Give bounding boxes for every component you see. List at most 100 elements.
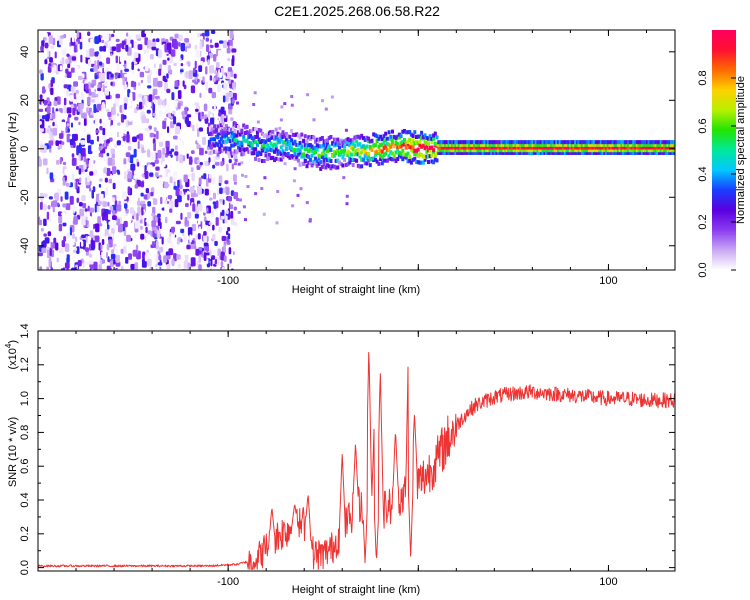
- track-cell: [209, 150, 213, 155]
- track-cell: [273, 136, 276, 141]
- noise-cell: [111, 153, 115, 159]
- track-cell: [213, 149, 217, 154]
- track-cell: [363, 153, 367, 158]
- track-cell: [490, 142, 494, 147]
- track-cell: [247, 135, 251, 140]
- noise-cell: [147, 201, 151, 207]
- track-cell: [351, 157, 355, 162]
- track-cell: [582, 145, 586, 150]
- track-cell: [610, 140, 614, 145]
- noise-cell: [40, 215, 43, 220]
- noise-cell: [137, 44, 143, 50]
- noise-cell: [203, 92, 206, 100]
- noise-cell: [70, 86, 74, 92]
- track-cell: [516, 140, 519, 145]
- track-cell: [618, 142, 622, 147]
- noise-cell: [197, 203, 203, 212]
- track-cell: [391, 138, 394, 143]
- noise-cell: [69, 227, 72, 236]
- track-cell: [536, 150, 540, 155]
- track-cell: [534, 142, 538, 147]
- track-cell: [355, 158, 359, 163]
- track-cell: [529, 150, 533, 155]
- track-cell: [464, 145, 468, 150]
- colorbar-label: Normalized spectral amplitude: [735, 76, 747, 224]
- track-cell: [611, 148, 615, 153]
- noise-cell: [209, 75, 213, 81]
- track-cell: [358, 154, 362, 159]
- track-cell: [673, 150, 675, 155]
- track-cell: [644, 150, 648, 155]
- track-cell: [284, 153, 288, 157]
- track-cell: [355, 152, 359, 157]
- track-cell: [339, 151, 343, 156]
- track-cell: [480, 148, 483, 153]
- snr-x-axis: -100 100: [37, 331, 647, 588]
- track-cell: [358, 135, 362, 140]
- track-cell: [642, 150, 646, 155]
- track-cell: [646, 148, 649, 153]
- track-cell: [338, 151, 341, 156]
- noise-cell: [87, 176, 90, 183]
- track-cell: [216, 132, 220, 137]
- track-cell: [570, 148, 574, 153]
- track-cell: [242, 138, 246, 143]
- track-cell: [274, 135, 278, 140]
- track-cell: [373, 157, 377, 162]
- track-cell: [670, 140, 673, 145]
- track-cell: [216, 152, 220, 157]
- track-cell: [264, 133, 268, 138]
- track-cell: [348, 138, 352, 143]
- track-cell: [618, 140, 622, 145]
- track-cell: [276, 136, 280, 141]
- track-cell: [310, 144, 314, 149]
- track-cell: [478, 145, 482, 150]
- track-cell: [430, 159, 434, 164]
- noise-cell: [167, 237, 172, 244]
- track-cell: [416, 147, 420, 152]
- track-cell: [498, 150, 502, 155]
- track-cell: [291, 141, 295, 146]
- track-cell: [539, 142, 543, 147]
- track-cell: [575, 150, 579, 155]
- noise-cell: [52, 243, 57, 249]
- track-cell: [387, 142, 391, 147]
- track-cell: [207, 132, 211, 137]
- noise-cell: [198, 177, 202, 185]
- track-cell: [233, 149, 237, 154]
- track-cell: [565, 150, 569, 155]
- noise-cell: [73, 81, 78, 87]
- track-cell: [649, 142, 653, 147]
- noise-cell: [159, 109, 163, 117]
- track-cell: [551, 142, 555, 147]
- noise-cell: [127, 213, 132, 223]
- noise-cell: [55, 242, 59, 251]
- spectrogram-x-label: Height of straight line (km): [292, 284, 420, 296]
- noise-cell: [48, 219, 53, 223]
- track-cell: [550, 145, 554, 150]
- track-cell: [296, 133, 300, 138]
- track-cell: [608, 140, 612, 145]
- noise-cell: [210, 30, 216, 34]
- noise-cell: [197, 78, 200, 83]
- noise-cell: [95, 130, 100, 133]
- track-cell: [461, 148, 465, 153]
- track-cell: [539, 148, 543, 153]
- noise-cell: [151, 220, 157, 228]
- track-cell: [673, 148, 675, 153]
- noise-cell: [49, 247, 52, 257]
- track-cell: [319, 144, 323, 149]
- track-cell: [411, 145, 415, 150]
- track-cell: [368, 163, 372, 168]
- noise-cell: [52, 200, 58, 207]
- noise-cell: [145, 219, 149, 223]
- noise-cell: [99, 46, 104, 52]
- track-cell: [574, 140, 578, 145]
- track-cell: [512, 148, 516, 153]
- track-cell: [329, 147, 333, 152]
- noise-cell: [43, 37, 47, 41]
- noise-cell: [108, 43, 111, 53]
- noise-cell: [129, 105, 133, 109]
- noise-cell: [202, 76, 205, 83]
- track-cell: [356, 134, 360, 139]
